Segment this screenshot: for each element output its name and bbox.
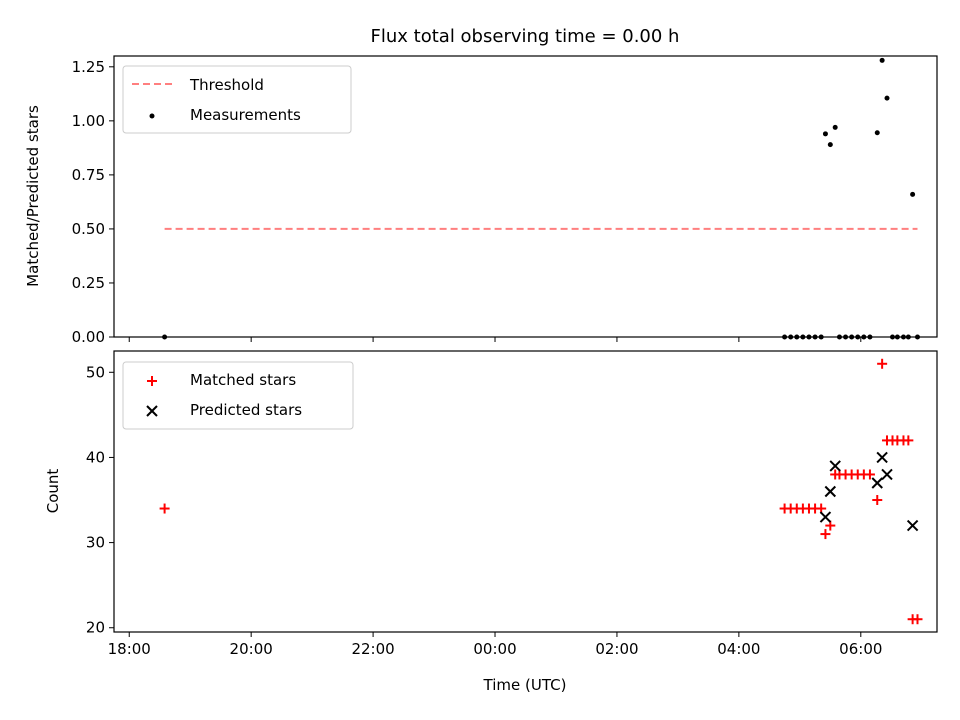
matched-star-point <box>877 358 888 369</box>
bottom-x-tick-label: 00:00 <box>473 640 516 658</box>
bottom-axes: 20 30 40 50 18:00 20:00 22:00 00:00 02:00 04:00 06… <box>86 350 938 658</box>
predicted-star-point <box>871 477 883 489</box>
bottom-y-tick-label: 50 <box>86 363 105 381</box>
bottom-x-tick-label: 04:00 <box>717 640 760 658</box>
matched-star-point <box>903 435 914 446</box>
flux-ratio-panel: Flux total observing time = 0.00 h Match… <box>24 26 938 346</box>
matched-star-point <box>872 495 883 506</box>
measurement-point <box>874 130 880 136</box>
top-axes: 0.00 0.25 0.50 0.75 1.00 1.25 <box>72 55 938 346</box>
bottom-y-tick-label: 40 <box>86 448 105 466</box>
top-y-tick-label: 0.75 <box>72 166 105 184</box>
x-axis-label: Time (UTC) <box>483 676 567 694</box>
matched-star-point <box>820 529 831 540</box>
predicted-legend-swatch <box>146 405 158 417</box>
top-y-tick-label: 1.25 <box>72 58 105 76</box>
bottom-x-tick-label: 22:00 <box>351 640 394 658</box>
predicted-star-point <box>824 485 837 498</box>
matched-star-point <box>825 520 836 531</box>
top-y-tick-label: 0.25 <box>72 274 105 292</box>
top-legend: Threshold Measurements <box>122 65 352 134</box>
bottom-x-tick-label: 20:00 <box>230 640 273 658</box>
predicted-star-point <box>819 511 832 523</box>
matched-star-point <box>864 469 875 480</box>
top-plot-frame <box>113 55 938 338</box>
top-y-tick-label: 1.00 <box>72 112 105 130</box>
star-count-panel: Count Time (UTC) 20 30 40 50 18:00 20:00 22:00… <box>44 350 938 694</box>
bottom-legend: Matched stars Predicted stars <box>122 361 354 430</box>
bottom-y-tick-label: 20 <box>86 619 105 637</box>
top-y-axis-label: Matched/Predicted stars <box>24 105 42 287</box>
matched-star-point <box>912 614 923 625</box>
bottom-plot-frame <box>113 350 938 633</box>
predicted-legend-label: Predicted stars <box>190 401 302 419</box>
threshold-legend-label: Threshold <box>189 76 264 94</box>
measurement-point <box>832 124 838 130</box>
bottom-y-axis-label: Count <box>44 469 62 514</box>
measurements-legend-label: Measurements <box>190 106 301 124</box>
measurements-legend-swatch <box>149 113 155 119</box>
predicted-star-point <box>876 451 888 464</box>
predicted-star-point <box>906 519 919 532</box>
matched-star-point <box>159 503 170 514</box>
measurement-point <box>910 191 916 197</box>
top-y-tick-label: 0.00 <box>72 328 105 346</box>
matched-legend-label: Matched stars <box>190 371 296 389</box>
measurement-point <box>884 95 890 101</box>
bottom-x-tick-label: 06:00 <box>839 640 882 658</box>
top-y-tick-label: 0.50 <box>72 220 105 238</box>
measurement-point <box>879 57 885 63</box>
matched-legend-swatch <box>147 376 157 386</box>
top-legend-box <box>122 65 352 134</box>
bottom-y-tick-label: 30 <box>86 534 105 552</box>
bottom-legend-box <box>122 361 354 430</box>
measurement-point <box>827 142 833 148</box>
predicted-star-point <box>881 468 893 481</box>
bottom-plot-marks <box>159 358 923 625</box>
bottom-x-tick-label: 18:00 <box>108 640 151 658</box>
measurement-point <box>822 131 828 137</box>
bottom-x-tick-label: 02:00 <box>595 640 638 658</box>
chart-title: Flux total observing time = 0.00 h <box>371 26 680 47</box>
predicted-star-point <box>829 460 841 472</box>
